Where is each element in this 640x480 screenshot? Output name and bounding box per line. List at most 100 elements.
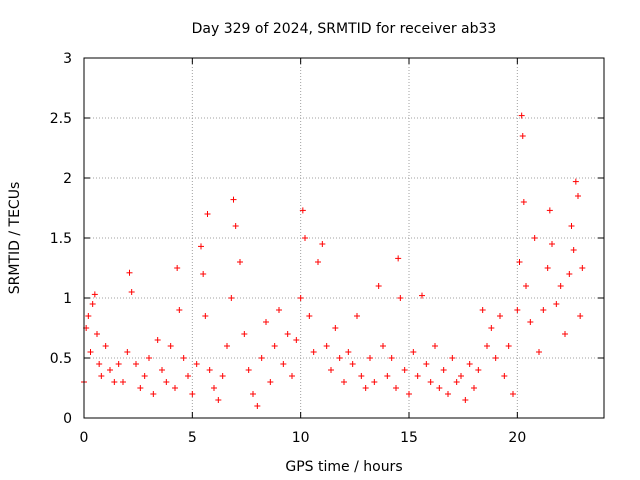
- data-point: [200, 271, 207, 277]
- data-point: [471, 385, 477, 391]
- data-point: [419, 292, 425, 299]
- data-point: [245, 367, 252, 373]
- data-point: [436, 385, 443, 391]
- data-point: [230, 196, 237, 203]
- data-point: [380, 343, 386, 349]
- data-point: [241, 331, 248, 337]
- data-point: [516, 259, 523, 265]
- grid-lines: [84, 58, 604, 418]
- data-point: [120, 379, 126, 385]
- data-point: [566, 271, 573, 277]
- y-tick-label: 1: [63, 291, 72, 307]
- data-point: [395, 255, 402, 262]
- data-point: [180, 355, 187, 361]
- data-point: [102, 343, 109, 349]
- data-point: [505, 343, 512, 349]
- data-point: [388, 355, 395, 361]
- data-point: [198, 243, 204, 250]
- data-point: [367, 355, 373, 361]
- data-point: [520, 199, 527, 205]
- x-axis-label: GPS time / hours: [285, 459, 402, 475]
- data-point: [501, 373, 508, 379]
- data-point: [462, 397, 469, 403]
- data-point: [453, 379, 460, 385]
- data-point: [568, 223, 575, 229]
- data-point: [94, 331, 100, 337]
- data-point: [393, 385, 399, 391]
- data-point: [315, 259, 321, 265]
- data-point: [375, 283, 382, 289]
- x-tick-label: 10: [292, 430, 310, 446]
- data-point: [575, 193, 581, 199]
- data-point: [427, 379, 434, 385]
- data-point: [146, 355, 152, 361]
- y-tick-label: 1.5: [50, 231, 72, 247]
- x-tick-label: 5: [188, 430, 197, 446]
- data-point: [202, 313, 209, 319]
- data-point: [410, 349, 417, 355]
- data-points: [81, 112, 586, 409]
- data-point: [579, 265, 586, 271]
- data-point: [445, 391, 451, 397]
- data-point: [414, 373, 421, 379]
- data-point: [224, 343, 230, 349]
- data-point: [423, 361, 430, 367]
- data-point: [310, 349, 317, 355]
- data-point: [237, 259, 243, 265]
- data-point: [570, 247, 577, 253]
- data-point: [401, 367, 408, 373]
- data-point: [577, 313, 584, 319]
- data-point: [297, 295, 304, 301]
- x-tick-label: 20: [508, 430, 526, 446]
- data-point: [126, 269, 133, 276]
- data-point: [141, 373, 148, 379]
- data-point: [276, 307, 282, 313]
- data-point: [258, 355, 265, 361]
- data-point: [406, 391, 412, 397]
- data-point: [440, 367, 447, 373]
- data-point: [362, 385, 369, 391]
- data-point: [397, 295, 404, 301]
- y-tick-label: 0: [63, 411, 72, 427]
- data-point: [349, 361, 356, 367]
- data-point: [475, 367, 482, 373]
- data-point: [572, 178, 579, 185]
- data-point: [124, 349, 131, 355]
- data-point: [115, 361, 122, 367]
- data-point: [96, 361, 103, 367]
- data-point: [219, 373, 226, 379]
- data-point: [527, 319, 534, 325]
- data-point: [204, 211, 211, 217]
- data-point: [89, 301, 96, 307]
- data-point: [172, 385, 178, 391]
- data-point: [497, 313, 503, 319]
- data-point: [250, 391, 256, 397]
- data-point: [519, 133, 526, 139]
- data-point: [328, 367, 334, 373]
- data-point: [384, 373, 391, 379]
- data-point: [546, 207, 553, 214]
- data-point: [562, 331, 568, 337]
- data-point: [540, 307, 547, 313]
- data-point: [492, 355, 499, 361]
- data-point: [306, 313, 313, 319]
- data-point: [336, 355, 343, 361]
- data-point: [479, 307, 486, 313]
- data-point: [332, 325, 339, 331]
- data-point: [557, 283, 564, 289]
- data-point: [432, 343, 438, 349]
- data-point: [510, 391, 516, 397]
- data-point: [228, 295, 235, 301]
- data-point: [553, 301, 560, 307]
- data-point: [133, 361, 139, 367]
- data-point: [167, 343, 174, 349]
- data-point: [345, 349, 352, 355]
- data-point: [159, 367, 165, 373]
- data-point: [111, 379, 118, 385]
- chart-title: Day 329 of 2024, SRMTID for receiver ab3…: [192, 21, 497, 37]
- data-point: [488, 325, 495, 331]
- data-point: [280, 361, 287, 367]
- data-point: [176, 307, 183, 313]
